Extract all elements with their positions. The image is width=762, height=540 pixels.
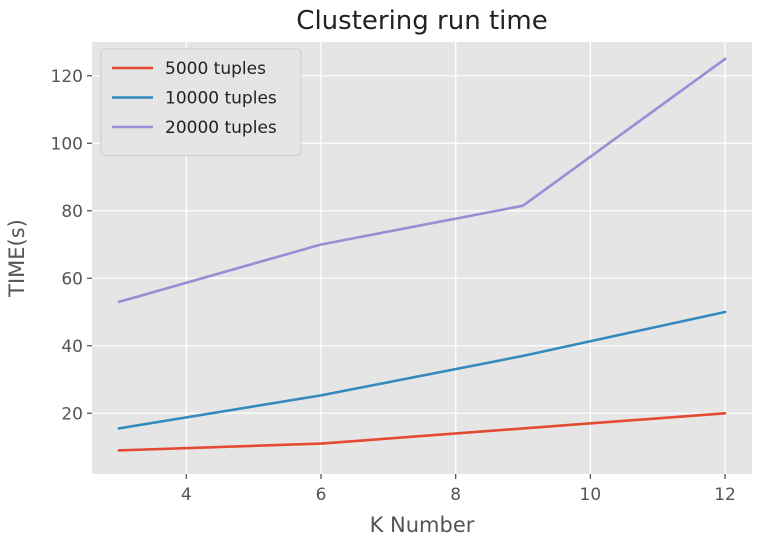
legend-items: 5000 tuples 10000 tuples 20000 tuples bbox=[112, 59, 277, 138]
legend-label: 20000 tuples bbox=[165, 118, 277, 138]
chart-title: Clustering run time bbox=[296, 6, 547, 36]
x-tick-label: 8 bbox=[450, 485, 461, 505]
y-tick-label: 40 bbox=[61, 337, 83, 357]
legend-box bbox=[100, 48, 302, 156]
x-tick-label: 10 bbox=[580, 485, 602, 505]
x-tick-label: 6 bbox=[316, 485, 327, 505]
y-tick-label: 60 bbox=[61, 269, 83, 289]
series-line bbox=[117, 411, 727, 452]
legend: 5000 tuples 10000 tuples 20000 tuples bbox=[100, 48, 302, 156]
y-tick-label: 80 bbox=[61, 202, 83, 222]
y-tick-label: 120 bbox=[51, 67, 83, 87]
series-lines bbox=[117, 57, 727, 452]
series-line bbox=[117, 57, 727, 304]
y-tick-label: 100 bbox=[51, 134, 83, 154]
y-tick-label: 20 bbox=[61, 404, 83, 424]
x-axis-ticks: 4 6 8 10 12 bbox=[181, 474, 736, 505]
x-tick-label: 4 bbox=[181, 485, 192, 505]
series-line bbox=[117, 310, 727, 430]
x-tick-label: 12 bbox=[714, 485, 736, 505]
x-axis-label: K Number bbox=[370, 513, 475, 537]
y-axis-ticks: 20 40 60 80 100 120 bbox=[51, 67, 92, 424]
y-axis-label: TIME(s) bbox=[5, 219, 29, 298]
legend-label: 10000 tuples bbox=[165, 89, 277, 109]
legend-label: 5000 tuples bbox=[165, 59, 266, 79]
